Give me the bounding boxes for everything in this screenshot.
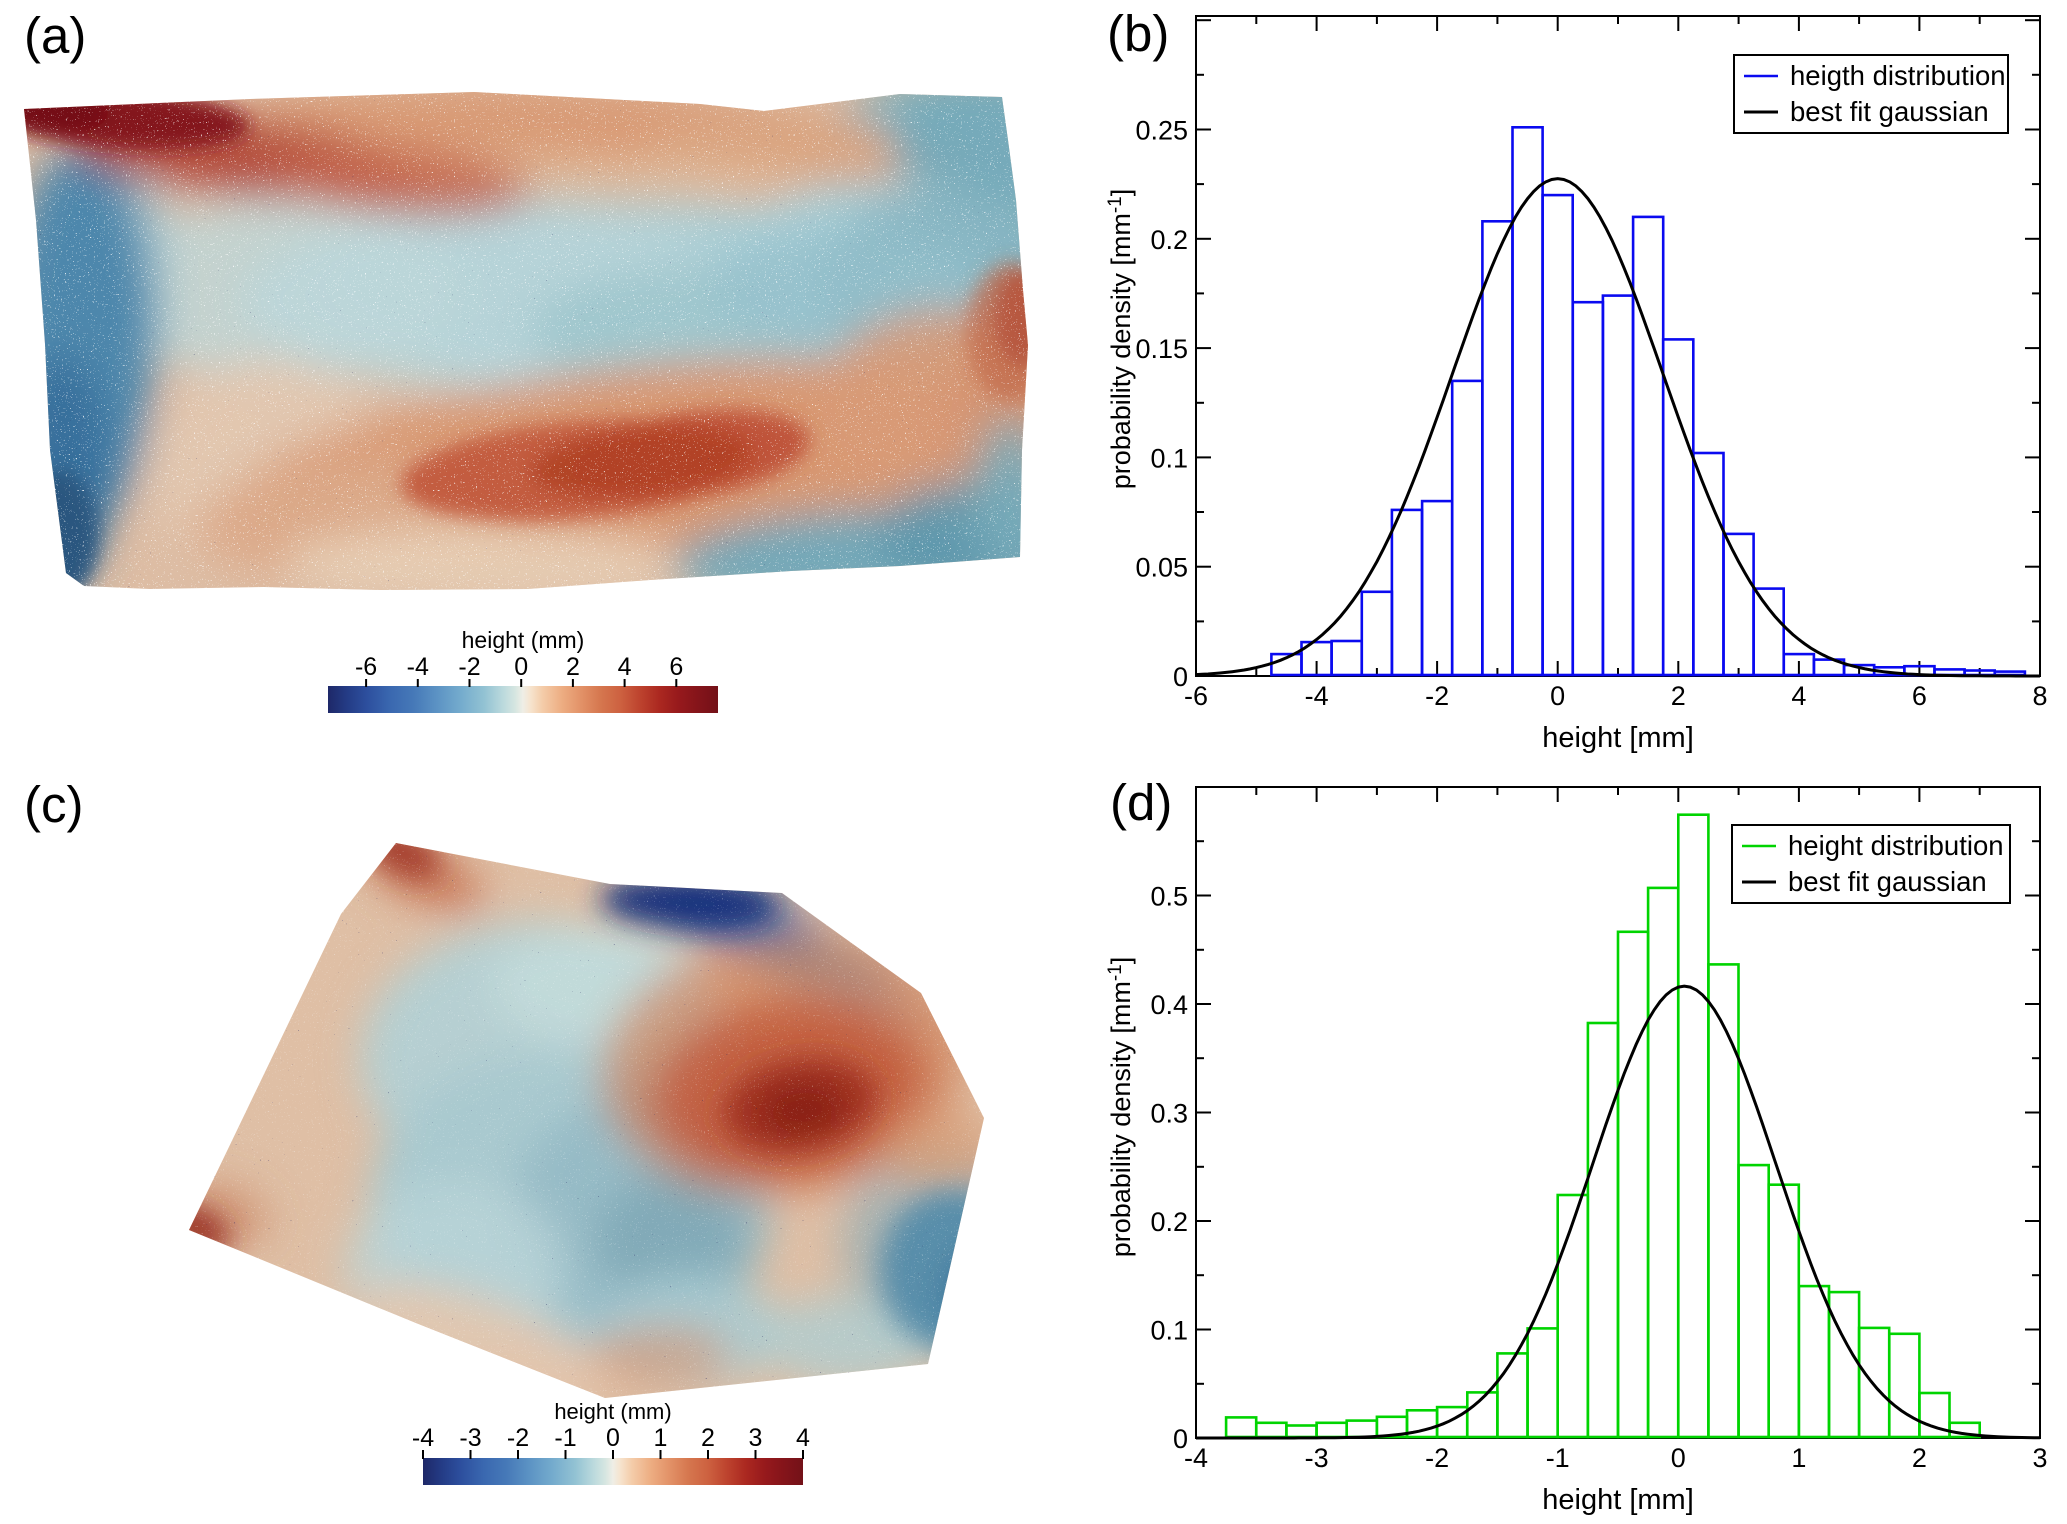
svg-text:-2: -2 (458, 653, 480, 681)
svg-text:(d): (d) (1110, 774, 1172, 831)
svg-text:4: 4 (618, 653, 632, 681)
svg-text:best fit gaussian: best fit gaussian (1788, 866, 1987, 897)
svg-text:(c): (c) (24, 776, 83, 833)
svg-text:0.1: 0.1 (1150, 1316, 1188, 1346)
svg-text:height distribution: height distribution (1788, 830, 2004, 861)
svg-text:2: 2 (1912, 1443, 1927, 1473)
svg-text:0: 0 (606, 1424, 620, 1452)
svg-text:-1: -1 (1546, 1443, 1570, 1473)
svg-text:probability density [mm-1]: probability density [mm-1] (1105, 189, 1136, 490)
svg-text:2: 2 (566, 653, 580, 681)
svg-text:height [mm]: height [mm] (1542, 1484, 1694, 1516)
svg-text:0.05: 0.05 (1135, 553, 1188, 583)
svg-text:0: 0 (1173, 662, 1188, 692)
svg-text:-6: -6 (1184, 681, 1208, 711)
svg-text:0.15: 0.15 (1135, 334, 1188, 364)
svg-text:height [mm]: height [mm] (1542, 722, 1694, 754)
svg-text:-3: -3 (459, 1424, 481, 1452)
svg-text:(a): (a) (24, 7, 86, 64)
svg-text:0: 0 (514, 653, 528, 681)
svg-text:-4: -4 (407, 653, 429, 681)
svg-text:4: 4 (796, 1424, 810, 1452)
svg-text:(b): (b) (1107, 5, 1169, 62)
svg-text:-6: -6 (355, 653, 377, 681)
svg-text:0.2: 0.2 (1150, 225, 1188, 255)
svg-text:2: 2 (1671, 681, 1686, 711)
svg-text:0.5: 0.5 (1150, 882, 1188, 912)
svg-text:0: 0 (1550, 681, 1565, 711)
svg-text:height (mm): height (mm) (554, 1399, 671, 1424)
svg-text:-4: -4 (1184, 1443, 1208, 1473)
svg-text:0.3: 0.3 (1150, 1099, 1188, 1129)
svg-text:4: 4 (1791, 681, 1806, 711)
svg-text:probability density [mm-1]: probability density [mm-1] (1105, 957, 1136, 1258)
svg-text:2: 2 (701, 1424, 715, 1452)
svg-text:-4: -4 (412, 1424, 434, 1452)
svg-text:-4: -4 (1305, 681, 1329, 711)
svg-text:-3: -3 (1305, 1443, 1329, 1473)
svg-text:0.4: 0.4 (1150, 990, 1188, 1020)
svg-text:height (mm): height (mm) (462, 627, 585, 653)
svg-text:0.1: 0.1 (1150, 443, 1188, 473)
svg-text:3: 3 (749, 1424, 763, 1452)
svg-text:heigth distribution: heigth distribution (1790, 60, 2006, 91)
svg-text:6: 6 (1912, 681, 1927, 711)
svg-text:best fit gaussian: best fit gaussian (1790, 96, 1989, 127)
svg-text:1: 1 (1791, 1443, 1806, 1473)
svg-text:8: 8 (2032, 681, 2047, 711)
svg-text:-2: -2 (507, 1424, 529, 1452)
svg-text:3: 3 (2032, 1443, 2047, 1473)
svg-text:0: 0 (1173, 1424, 1188, 1454)
svg-text:0: 0 (1671, 1443, 1686, 1473)
svg-text:0.2: 0.2 (1150, 1207, 1188, 1237)
svg-text:-2: -2 (1425, 681, 1449, 711)
svg-text:1: 1 (654, 1424, 668, 1452)
svg-text:-2: -2 (1425, 1443, 1449, 1473)
svg-text:0.25: 0.25 (1135, 116, 1188, 146)
svg-text:-1: -1 (554, 1424, 576, 1452)
svg-text:6: 6 (669, 653, 683, 681)
